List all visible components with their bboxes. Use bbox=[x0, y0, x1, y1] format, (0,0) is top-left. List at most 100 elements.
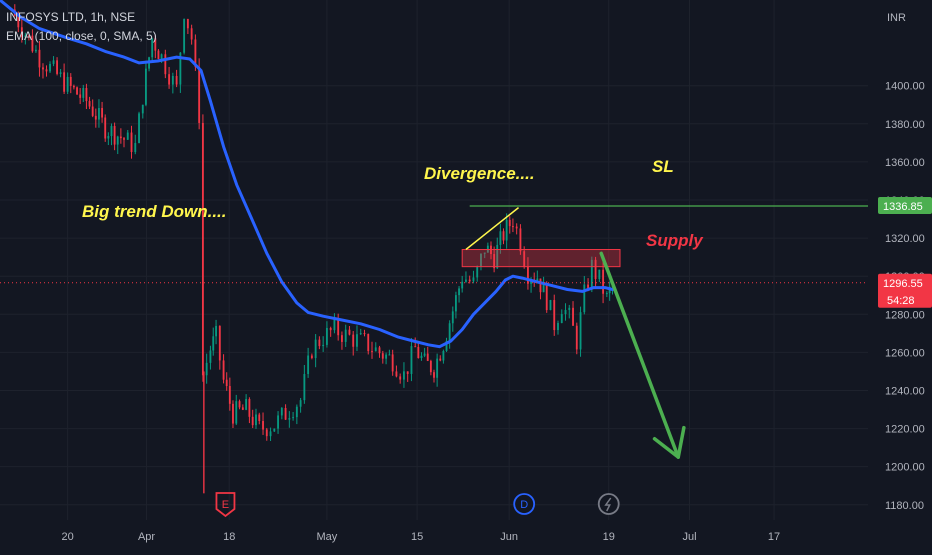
y-tick-label[interactable]: 1320.00 bbox=[885, 233, 925, 245]
y-tick-label[interactable]: 1360.00 bbox=[885, 157, 925, 169]
currency-label[interactable]: INR bbox=[887, 12, 906, 24]
x-tick-label[interactable]: 19 bbox=[603, 531, 615, 543]
x-tick-label[interactable]: Apr bbox=[138, 531, 155, 543]
x-tick-label[interactable]: 20 bbox=[62, 531, 74, 543]
candle-body bbox=[232, 403, 234, 424]
dividend-marker[interactable] bbox=[513, 493, 536, 515]
candle-body bbox=[458, 288, 460, 296]
ema-line[interactable] bbox=[0, 0, 614, 349]
candle-body bbox=[98, 108, 100, 120]
candle-body bbox=[63, 72, 66, 92]
earnings-marker[interactable] bbox=[215, 492, 236, 518]
candle-body bbox=[417, 346, 420, 358]
candle-body bbox=[85, 88, 88, 102]
down-arrow-shaft[interactable] bbox=[599, 251, 680, 459]
candle-body bbox=[536, 278, 539, 281]
candle-body bbox=[222, 360, 225, 380]
y-tick-label[interactable]: 1180.00 bbox=[885, 500, 924, 512]
candle-body bbox=[483, 252, 486, 254]
y-tick-label[interactable]: 1280.00 bbox=[885, 309, 925, 321]
candle-body bbox=[280, 407, 283, 416]
candle-body bbox=[104, 117, 107, 139]
candle-body bbox=[388, 354, 391, 356]
candle-body bbox=[168, 74, 171, 85]
y-tick-label[interactable]: 1400.00 bbox=[885, 81, 925, 93]
current-price-tag[interactable]: 1296.55 bbox=[883, 278, 923, 290]
candle-body bbox=[273, 428, 276, 432]
symbol-title[interactable]: INFOSYS LTD, 1h, NSE bbox=[6, 10, 136, 24]
supply-text[interactable]: Supply bbox=[646, 231, 704, 250]
candle-body bbox=[367, 333, 370, 352]
candle-body bbox=[130, 132, 133, 153]
candle-body bbox=[325, 327, 328, 345]
candle-body bbox=[527, 266, 529, 284]
candle-body bbox=[598, 269, 601, 280]
x-tick-label[interactable]: 17 bbox=[768, 531, 780, 543]
earnings-marker-label[interactable]: E bbox=[222, 499, 229, 511]
candle-body bbox=[45, 69, 48, 72]
candle-body bbox=[433, 372, 435, 378]
supply-zone[interactable] bbox=[461, 249, 621, 268]
candle-body bbox=[198, 66, 201, 123]
divergence-text[interactable]: Divergence.... bbox=[424, 164, 535, 183]
candle-body bbox=[38, 49, 41, 68]
down-arrow-head[interactable] bbox=[652, 425, 686, 459]
x-tick-label[interactable]: May bbox=[317, 531, 338, 543]
dividend-marker-label[interactable]: D bbox=[520, 499, 528, 511]
candle-body bbox=[288, 418, 291, 420]
candle-body bbox=[545, 282, 548, 311]
candle-body bbox=[493, 254, 496, 269]
chart-legend[interactable]: INFOSYS LTD, 1h, NSE EMA (100, close, 0,… bbox=[6, 8, 157, 46]
annotation-layer[interactable]: Big trend Down.... Divergence.... SL Supply bbox=[0, 157, 868, 459]
y-tick-label[interactable]: 1200.00 bbox=[885, 462, 925, 474]
candle-body bbox=[590, 259, 593, 289]
candle-body bbox=[602, 269, 605, 294]
candle-body bbox=[225, 379, 228, 387]
x-tick-label[interactable]: 15 bbox=[411, 531, 423, 543]
candle-body bbox=[511, 226, 514, 228]
candle-body bbox=[66, 76, 69, 92]
sl-text[interactable]: SL bbox=[652, 157, 674, 176]
split-marker[interactable] bbox=[597, 493, 620, 515]
candle-body bbox=[480, 253, 482, 267]
candle-body bbox=[201, 122, 204, 376]
candle-body bbox=[502, 231, 505, 241]
candle-body bbox=[429, 360, 432, 373]
candle-body bbox=[228, 386, 231, 404]
y-tick-label[interactable]: 1260.00 bbox=[885, 347, 925, 359]
big-trend-down-text[interactable]: Big trend Down.... bbox=[82, 202, 227, 221]
sl-price-tag[interactable]: 1336.85 bbox=[883, 201, 923, 213]
x-tick-label[interactable]: Jul bbox=[682, 531, 696, 543]
y-tick-label[interactable]: 1380.00 bbox=[885, 119, 925, 131]
candle-body bbox=[583, 284, 586, 313]
divergence-line[interactable] bbox=[465, 207, 520, 251]
candle-body bbox=[52, 60, 55, 64]
countdown-label[interactable]: 54:28 bbox=[887, 295, 915, 307]
candle-body bbox=[374, 347, 377, 352]
candle-body bbox=[371, 351, 373, 353]
y-tick-label[interactable]: 1240.00 bbox=[885, 385, 925, 397]
candle-body bbox=[299, 400, 302, 407]
candle-body bbox=[126, 132, 129, 140]
y-tick-label[interactable]: 1220.00 bbox=[885, 424, 925, 436]
candle-body bbox=[49, 63, 51, 72]
candle-body bbox=[378, 347, 381, 354]
candle-body bbox=[110, 126, 113, 137]
candle-body bbox=[190, 28, 193, 40]
candle-body bbox=[406, 371, 409, 374]
candle-body bbox=[241, 407, 244, 410]
axis-layer[interactable]: 1180.00 1200.00 1220.00 1240.00 1260.00 1280.… bbox=[62, 12, 932, 543]
candle-body bbox=[423, 353, 426, 356]
candle-body bbox=[341, 335, 343, 342]
x-tick-label[interactable]: 18 bbox=[223, 531, 235, 543]
candle-body bbox=[212, 336, 215, 351]
candle-body bbox=[564, 309, 567, 315]
x-tick-label[interactable]: Jun bbox=[500, 531, 518, 543]
candle-body bbox=[557, 322, 559, 331]
indicator-title[interactable]: EMA (100, close, 0, SMA, 5) bbox=[6, 29, 157, 43]
candle-body bbox=[420, 355, 423, 358]
candle-body bbox=[82, 88, 85, 98]
